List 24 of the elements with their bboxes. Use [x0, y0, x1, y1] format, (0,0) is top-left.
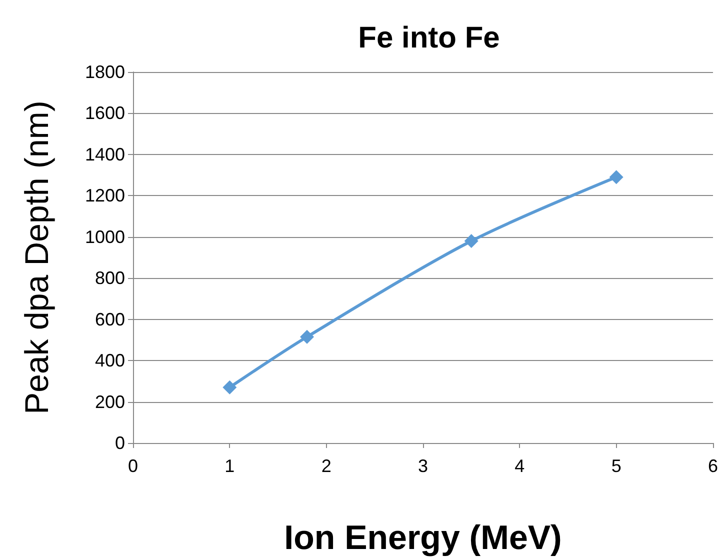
point — [464, 234, 478, 248]
x-tick-label: 2 — [321, 456, 332, 476]
point — [609, 170, 624, 184]
x-tick-label: 5 — [611, 456, 622, 476]
chart-title: Fe into Fe — [358, 22, 500, 54]
x-axis-title: Ion Energy (MeV) — [284, 519, 562, 557]
y-tick-label: 400 — [94, 350, 125, 371]
x-tick-label: 6 — [708, 456, 718, 476]
point — [300, 330, 314, 344]
y-tick-label: 1000 — [84, 226, 125, 247]
x-tick-label: 4 — [514, 456, 525, 476]
y-tick-label: 1400 — [84, 144, 125, 164]
y-tick-label: 600 — [94, 309, 125, 330]
y-tick-label: 800 — [94, 268, 125, 288]
x-tick-label: 0 — [128, 456, 138, 476]
y-tick-label: 0 — [114, 433, 125, 453]
y-tick-label: 1600 — [84, 103, 125, 124]
y-tick-label: 1800 — [84, 62, 125, 82]
point — [222, 380, 237, 394]
x-tick-label: 1 — [224, 456, 235, 476]
y-axis-title: Peak dpa Depth (nm) — [18, 100, 55, 414]
x-tick-label: 3 — [418, 456, 428, 476]
y-tick-label: 1200 — [84, 186, 125, 206]
y-tick-label: 200 — [94, 392, 125, 412]
